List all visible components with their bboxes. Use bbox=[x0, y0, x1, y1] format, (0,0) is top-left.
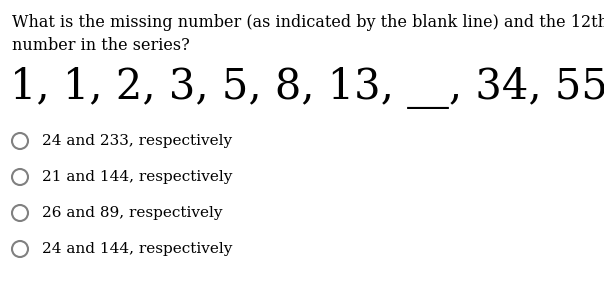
Text: 1, 1, 2, 3, 5, 8, 13, __, 34, 55, ...: 1, 1, 2, 3, 5, 8, 13, __, 34, 55, ... bbox=[10, 67, 604, 109]
Text: 26 and 89, respectively: 26 and 89, respectively bbox=[42, 206, 222, 220]
Text: 21 and 144, respectively: 21 and 144, respectively bbox=[42, 170, 233, 184]
Text: What is the missing number (as indicated by the blank line) and the 12th: What is the missing number (as indicated… bbox=[12, 14, 604, 31]
Text: 24 and 144, respectively: 24 and 144, respectively bbox=[42, 242, 233, 256]
Text: 24 and 233, respectively: 24 and 233, respectively bbox=[42, 134, 232, 148]
Text: number in the series?: number in the series? bbox=[12, 37, 190, 54]
